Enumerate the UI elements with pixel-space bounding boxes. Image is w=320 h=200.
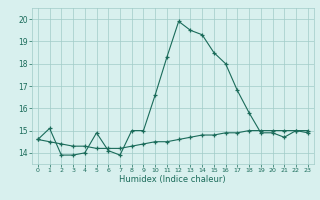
X-axis label: Humidex (Indice chaleur): Humidex (Indice chaleur) bbox=[119, 175, 226, 184]
